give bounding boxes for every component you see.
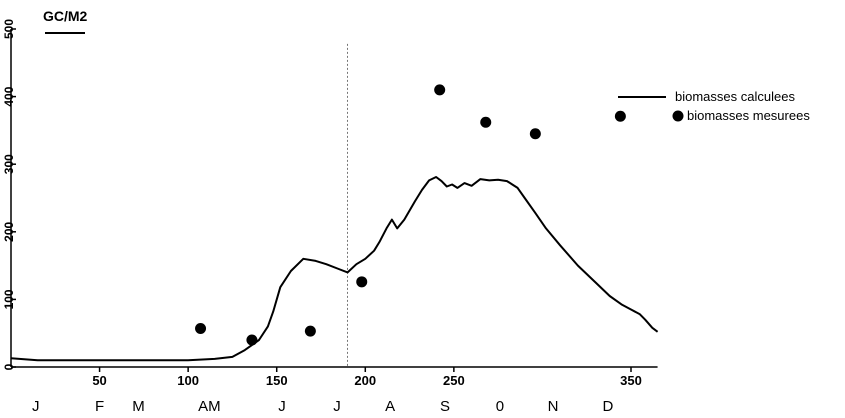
measured-biomass-point [614,110,626,122]
legend-dot-swatch [672,110,684,122]
unit-label-group: GC/M2 [43,8,88,34]
measured-biomass-point [480,116,492,128]
calculated-biomass-series [10,176,659,362]
month-label: J [278,398,286,415]
month-label: A [385,398,395,415]
x-tick-label: 350 [620,373,642,388]
measured-biomass-point [304,325,316,337]
month-label: J [32,398,40,415]
y-tick-label: 100 [2,289,16,309]
y-unit-label: GC/M2 [43,8,88,24]
x-tick-label: 150 [266,373,288,388]
y-tick-label: 300 [2,154,16,174]
y-tick-label: 400 [2,86,16,106]
measured-biomass-point [246,334,258,346]
month-label: S [440,398,450,415]
legend: biomasses calculees biomasses mesurees [618,89,810,123]
measured-biomass-point [434,84,446,96]
measured-biomass-point [195,322,207,334]
month-label: J [333,398,341,415]
x-tick-label: 250 [443,373,465,388]
month-label: N [548,398,559,415]
x-tick-label: 200 [354,373,376,388]
month-labels: J F M AM J J A S 0 N D [32,398,613,415]
x-tick-label: 100 [177,373,199,388]
x-tick-label: 50 [92,373,106,388]
y-axis: 0 100 200 300 400 500 [2,19,16,370]
y-tick-label: 200 [2,221,16,241]
measured-biomass-point [356,276,368,288]
month-label: M [132,398,145,415]
measured-biomass-point [529,128,541,140]
legend-label-measured: biomasses mesurees [687,108,810,123]
y-tick-label: 0 [2,363,16,370]
y-tick-label: 500 [2,19,16,39]
month-label: F [95,398,104,415]
calculated-biomass-line [10,176,659,362]
x-axis: 50 100 150 200 250 350 [11,366,658,388]
measured-biomass-series [195,84,626,346]
month-label: AM [198,398,221,415]
month-label: D [603,398,614,415]
legend-label-calculated: biomasses calculees [675,89,795,104]
month-label: 0 [496,398,504,415]
